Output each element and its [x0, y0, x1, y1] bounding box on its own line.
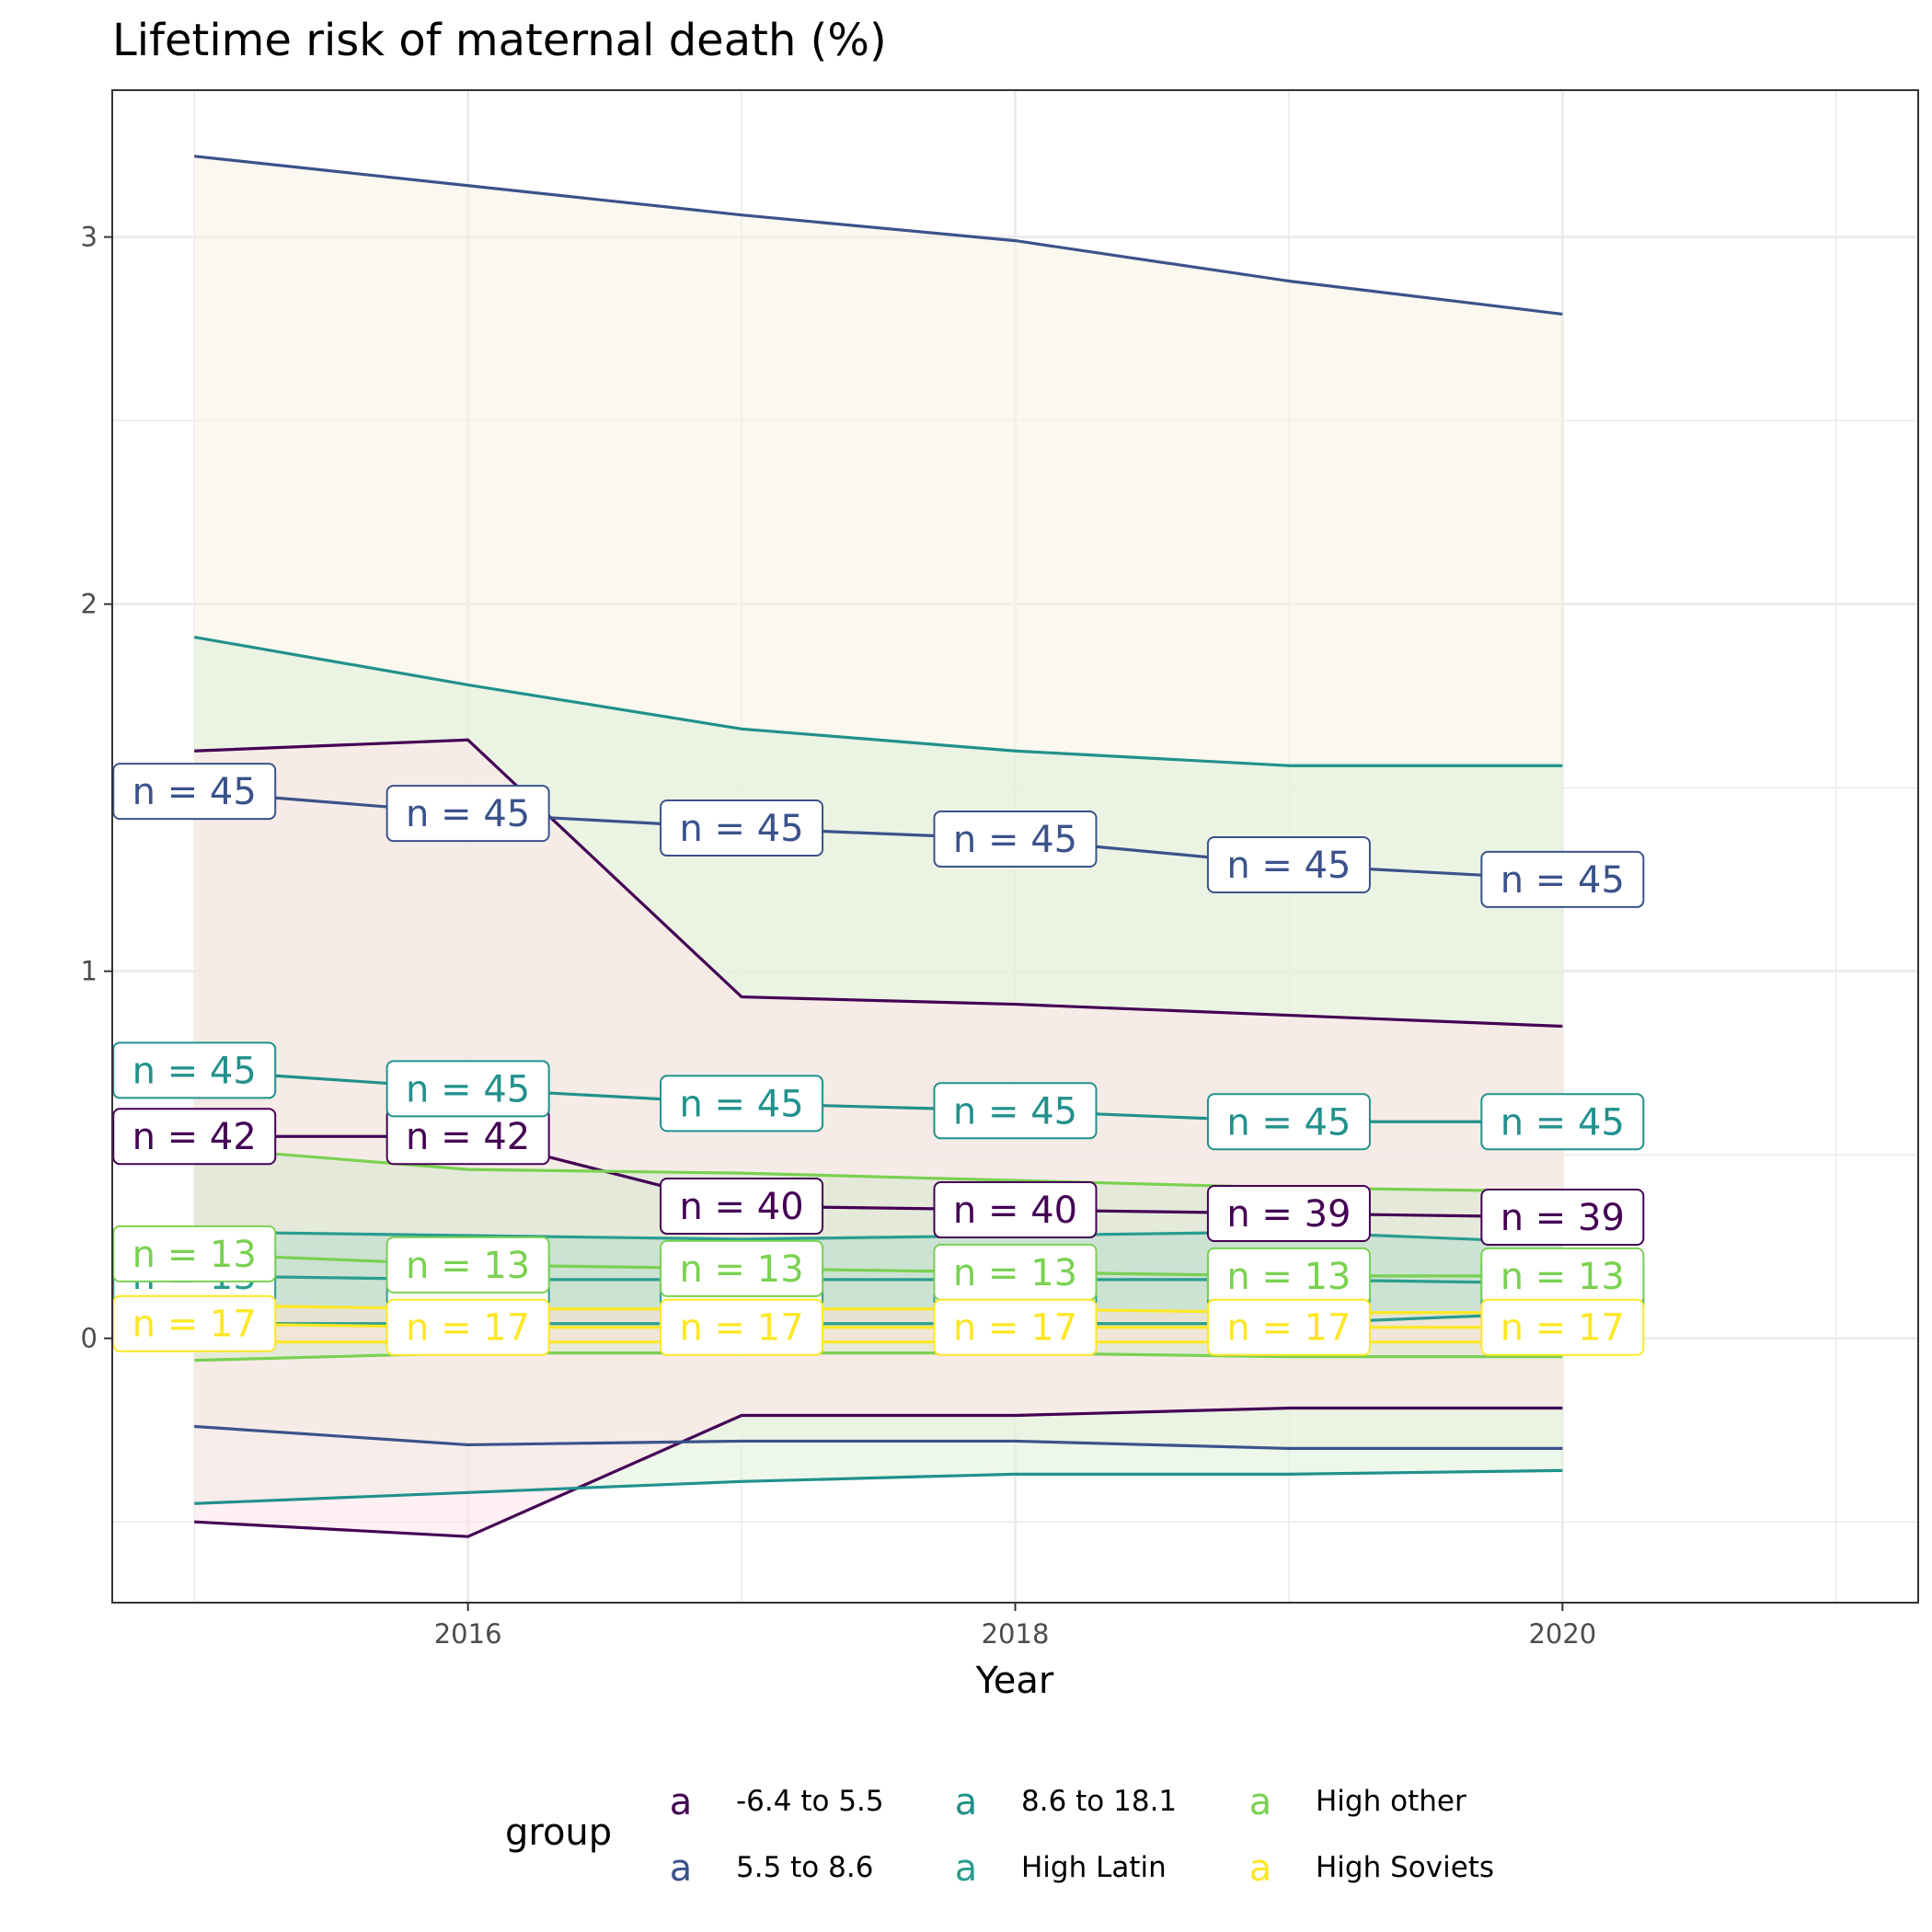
count-label: n = 40: [660, 1178, 824, 1236]
count-label-text: n = 40: [679, 1186, 803, 1228]
legend-label: High Soviets: [1316, 1851, 1494, 1884]
count-label-text: n = 39: [1226, 1193, 1351, 1236]
count-label: n = 13: [385, 1236, 550, 1294]
legend-item: a -6.4 to 5.5: [670, 1781, 884, 1823]
legend-label: 8.6 to 18.1: [1021, 1785, 1177, 1818]
count-label: n = 45: [112, 1041, 277, 1099]
count-label-text: n = 13: [1226, 1256, 1351, 1298]
count-label: n = 39: [1480, 1189, 1645, 1247]
legend-key: a: [670, 1847, 693, 1890]
count-label: n = 45: [1480, 850, 1645, 908]
count-label-text: n = 45: [953, 819, 1077, 861]
series-0-upper-line: [194, 738, 1563, 1029]
legend-item: a 5.5 to 8.6: [670, 1847, 874, 1890]
count-labels: n = 42 n = 42 n = 40 n = 40 n = 39 n = 39 n = …: [112, 763, 1645, 1356]
count-label: n = 45: [660, 799, 824, 857]
y-axis: 0 1 2 3: [81, 222, 112, 1354]
count-label-text: n = 40: [953, 1190, 1077, 1232]
count-label-text: n = 17: [953, 1307, 1077, 1350]
count-label-text: n = 45: [132, 771, 257, 813]
x-tick-label: 2020: [1528, 1618, 1596, 1650]
count-label-text: n = 17: [132, 1304, 257, 1346]
y-tick-label: 3: [81, 222, 98, 253]
legend-key: a: [670, 1781, 693, 1823]
x-axis: 2016 2018 2020: [434, 1603, 1596, 1650]
series-0-lower-line: [194, 1406, 1563, 1538]
legend-title: group: [505, 1811, 612, 1854]
count-label: n = 39: [1206, 1185, 1371, 1243]
legend-key: a: [955, 1847, 978, 1890]
legend-key: a: [1249, 1781, 1272, 1823]
count-label: n = 17: [1206, 1298, 1371, 1356]
legend-label: High Latin: [1021, 1851, 1167, 1884]
count-label: n = 45: [385, 1060, 550, 1118]
count-label-text: n = 45: [1226, 1101, 1351, 1144]
count-label: n = 45: [385, 785, 550, 843]
count-label: n = 45: [1206, 1093, 1371, 1151]
count-label-text: n = 45: [1501, 1101, 1625, 1144]
legend-label: -6.4 to 5.5: [736, 1785, 884, 1818]
count-label-text: n = 45: [1501, 859, 1625, 902]
count-label: n = 45: [112, 763, 277, 821]
legend-label: High other: [1316, 1785, 1466, 1818]
legend-item: a High other: [1249, 1781, 1466, 1823]
count-label: n = 45: [660, 1075, 824, 1133]
legend-item: a High Soviets: [1249, 1847, 1494, 1890]
y-tick-label: 1: [81, 956, 98, 987]
y-tick-label: 0: [81, 1323, 98, 1354]
count-label: n = 45: [1480, 1093, 1645, 1151]
count-label: n = 17: [1480, 1298, 1645, 1356]
count-label: n = 42: [112, 1108, 277, 1166]
count-label-text: n = 13: [406, 1245, 530, 1287]
legend-key: a: [955, 1781, 978, 1823]
count-label-text: n = 45: [406, 1068, 530, 1110]
count-label-text: n = 42: [406, 1116, 530, 1158]
count-label-text: n = 45: [406, 793, 530, 835]
series-1-upper-line: [194, 155, 1563, 316]
series-2-lower-line: [194, 1468, 1563, 1505]
legend-item: a High Latin: [955, 1847, 1167, 1890]
count-label: n = 45: [933, 1082, 1098, 1140]
count-label-text: n = 42: [132, 1116, 257, 1158]
count-label: n = 17: [385, 1298, 550, 1356]
count-label: n = 13: [1206, 1247, 1371, 1305]
count-label-text: n = 17: [1501, 1307, 1625, 1350]
count-label-text: n = 13: [1501, 1256, 1625, 1298]
series-2-upper-line: [193, 635, 1563, 767]
count-label: n = 13: [112, 1225, 277, 1282]
x-tick-label: 2016: [434, 1618, 502, 1650]
count-label: n = 45: [1206, 835, 1371, 893]
y-tick-label: 2: [81, 589, 98, 620]
count-label-text: n = 45: [679, 808, 803, 850]
count-label: n = 17: [660, 1298, 824, 1356]
count-label: n = 13: [933, 1243, 1098, 1301]
chart-title: Lifetime risk of maternal death (%): [112, 15, 887, 66]
legend: group a -6.4 to 5.5 a 5.5 to 8.6 a 8.6 to 18.…: [505, 1781, 1494, 1890]
count-label-text: n = 45: [132, 1050, 257, 1092]
legend-key: a: [1249, 1847, 1272, 1890]
count-label: n = 40: [933, 1181, 1098, 1239]
count-label-text: n = 13: [679, 1248, 803, 1291]
count-label: n = 13: [1480, 1247, 1645, 1305]
series-1-lower-line: [194, 1424, 1563, 1451]
count-label-text: n = 45: [679, 1083, 803, 1125]
count-label-text: n = 13: [132, 1234, 257, 1276]
count-label: n = 17: [112, 1294, 277, 1352]
count-label-text: n = 17: [1226, 1307, 1351, 1350]
count-label-text: n = 17: [406, 1307, 530, 1350]
count-label: n = 17: [933, 1298, 1098, 1356]
legend-label: 5.5 to 8.6: [736, 1851, 873, 1884]
x-tick-label: 2018: [982, 1618, 1050, 1650]
count-label-text: n = 13: [953, 1252, 1077, 1294]
count-label: n = 42: [385, 1108, 550, 1166]
count-label-text: n = 39: [1501, 1197, 1625, 1239]
x-axis-title: Year: [975, 1660, 1054, 1702]
legend-item: a 8.6 to 18.1: [955, 1781, 1177, 1823]
count-label: n = 13: [660, 1239, 824, 1297]
count-label: n = 45: [933, 811, 1098, 868]
count-label-text: n = 45: [953, 1090, 1077, 1133]
count-label-text: n = 17: [679, 1307, 803, 1350]
count-label-text: n = 45: [1226, 845, 1351, 887]
